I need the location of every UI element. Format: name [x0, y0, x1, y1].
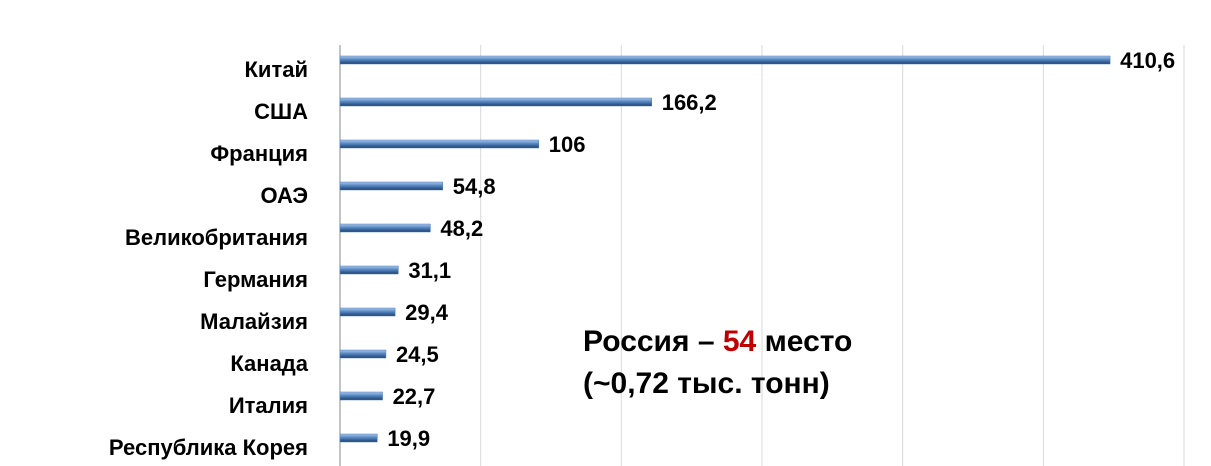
category-label: Франция — [210, 141, 308, 166]
value-label: 29,4 — [405, 300, 449, 325]
category-label: Великобритания — [125, 225, 308, 250]
value-label: 54,8 — [453, 174, 496, 199]
bar — [339, 223, 431, 233]
bar — [339, 55, 1111, 65]
value-label: 106 — [549, 132, 586, 157]
bar — [339, 307, 396, 317]
category-label: Италия — [229, 393, 308, 418]
bar — [339, 349, 387, 359]
value-label: 24,5 — [396, 342, 439, 367]
annotation-highlight: 54 — [723, 325, 757, 358]
bar — [339, 433, 378, 443]
category-label: Германия — [203, 267, 308, 292]
bar — [339, 181, 444, 191]
category-label: Канада — [230, 351, 308, 376]
annotation-suffix: место — [765, 325, 853, 358]
category-label: США — [254, 99, 308, 124]
bar — [339, 265, 399, 275]
value-label: 22,7 — [393, 384, 436, 409]
bar — [339, 97, 652, 107]
value-label: 410,6 — [1120, 48, 1175, 73]
value-label: 48,2 — [440, 216, 483, 241]
category-label: Республика Корея — [109, 435, 308, 460]
value-label: 166,2 — [662, 90, 717, 115]
bar — [339, 391, 383, 401]
annotation-line2: (~0,72 тыс. тонн) — [583, 367, 830, 400]
category-label: Китай — [245, 57, 309, 82]
category-label: ОАЭ — [260, 183, 308, 208]
bar — [339, 139, 540, 149]
annotation-prefix: Россия – — [583, 325, 715, 358]
annotation: Россия – 54 место — [583, 325, 852, 358]
value-label: 31,1 — [408, 258, 451, 283]
value-label: 19,9 — [387, 426, 430, 451]
category-label: Малайзия — [200, 309, 308, 334]
